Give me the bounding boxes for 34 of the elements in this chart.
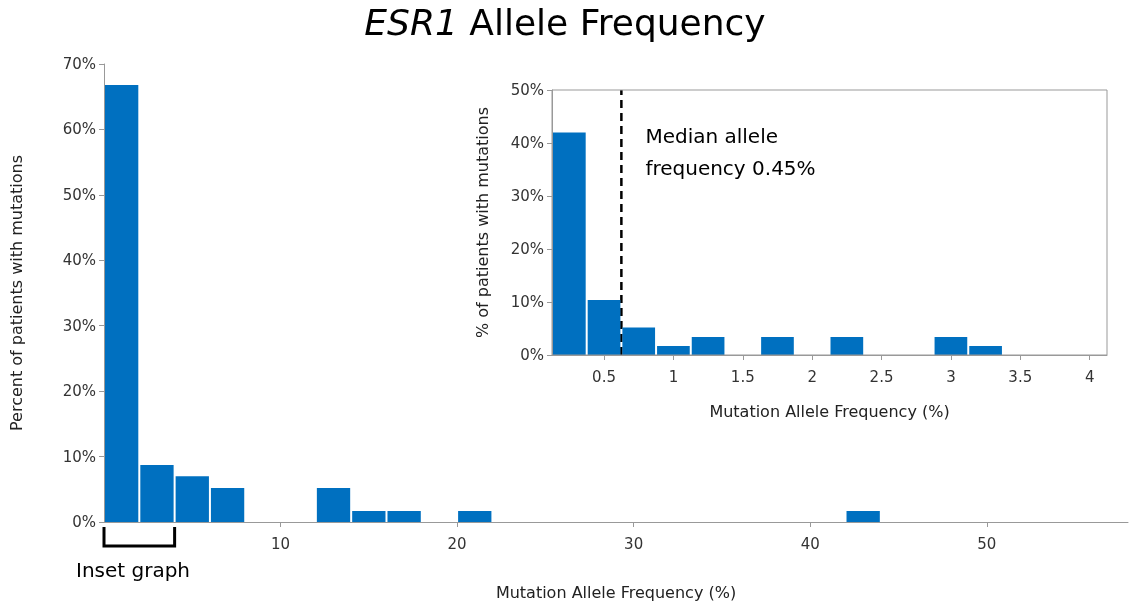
x-axis-title: Mutation Allele Frequency (%) <box>495 582 737 602</box>
chart-title: ESR1 Allele Frequency <box>363 2 767 43</box>
x-tick-label: 2.5 <box>869 367 894 386</box>
x-tick-label: 50 <box>977 534 997 553</box>
x-tick-label: 10 <box>271 534 291 553</box>
x-tick-label: 40 <box>800 534 820 553</box>
y-tick-label: 40% <box>62 251 96 270</box>
y-tick-label: 0% <box>520 346 544 364</box>
y-tick-label: 50% <box>510 81 544 99</box>
y-tick-label: 20% <box>62 382 96 401</box>
x-tick-label: 1 <box>668 367 679 386</box>
y-tick-label: 70% <box>62 55 96 73</box>
x-tick-label: 1.5 <box>730 367 755 386</box>
x-tick-label: 20 <box>447 534 467 553</box>
y-tick-label: 40% <box>510 134 544 152</box>
y-tick-label: 30% <box>510 187 544 205</box>
x-tick-label: 0.5 <box>592 367 616 386</box>
x-tick-label: 3.5 <box>1008 367 1033 386</box>
y-axis-title: Percent of patients with mutations <box>6 155 26 431</box>
y-tick-label: 10% <box>62 447 96 466</box>
x-tick-label: 3 <box>946 367 956 386</box>
ref-line-label: Median allele frequency 0.45% <box>645 124 816 180</box>
y-tick-label: 30% <box>62 316 96 335</box>
y-tick-label: 60% <box>62 120 96 139</box>
text: Inset graph <box>76 558 191 582</box>
y-axis-title: % of patients with mutations <box>472 107 492 338</box>
x-tick-label: 4 <box>1084 367 1095 386</box>
y-tick-label: 20% <box>510 240 544 258</box>
x-tick-label: 2 <box>807 367 817 386</box>
x-tick-label: 30 <box>624 534 644 553</box>
x-axis-title: Mutation Allele Frequency (%) <box>709 401 950 421</box>
y-tick-label: 50% <box>62 185 96 204</box>
y-tick-label: 0% <box>72 513 96 531</box>
y-tick-label: 10% <box>510 293 544 311</box>
